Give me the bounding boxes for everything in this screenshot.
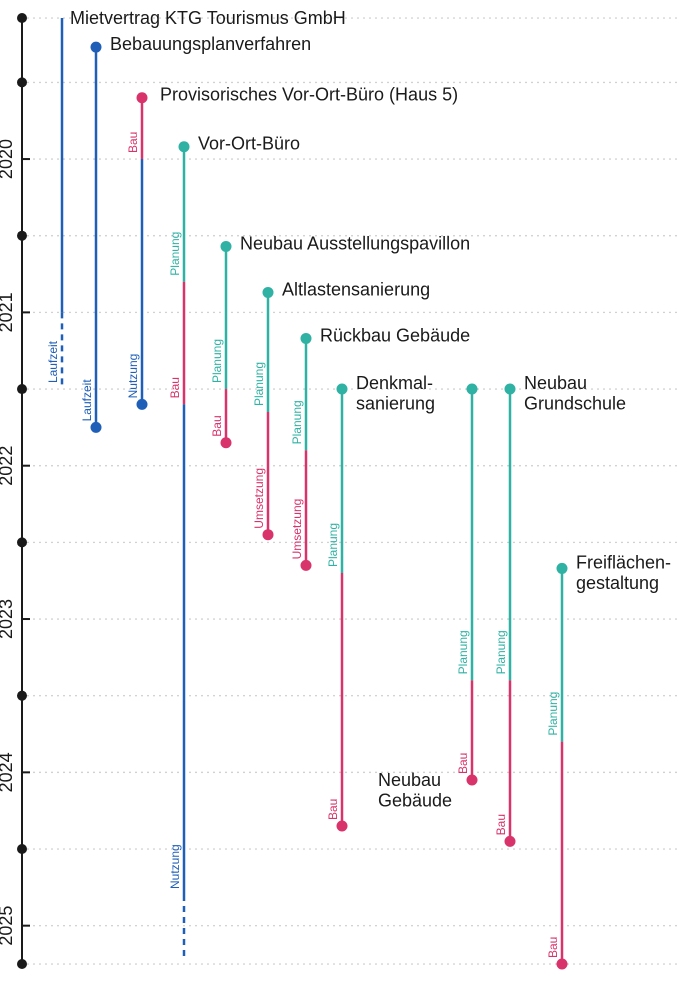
track-neubau-gebaeude-dot: [467, 384, 478, 395]
track-rueckbau-dot: [301, 333, 312, 344]
track-neubau-grundschule-phase-label: Planung: [494, 630, 508, 674]
timeline-chart: 2020 2021 2022 2023 2024 2025 Laufzeit Mietvert…: [0, 0, 681, 982]
track-vor-ort-buero-phase-label: Bau: [168, 377, 182, 398]
track-neubau-gebaeude-phase-label: Planung: [456, 630, 470, 674]
track-altlastensanierung-title: Altlastensanierung: [282, 279, 430, 299]
track-bebauungsplan-dot: [91, 422, 102, 433]
track-mietvertrag-phase-label: Laufzeit: [46, 340, 60, 383]
axis-year-dot: [17, 231, 27, 241]
track-rueckbau-dot: [301, 560, 312, 571]
axis-year-label: 2024: [0, 752, 16, 792]
track-ausstellungspavillon-phase-label: Planung: [210, 339, 224, 383]
track-freiflaechen-dot: [557, 563, 568, 574]
track-denkmalsanierung-phase-label: Bau: [326, 799, 340, 820]
axis-year-label: 2025: [0, 906, 16, 946]
track-neubau-grundschule-title: NeubauGrundschule: [524, 373, 626, 414]
axis-year-label: 2020: [0, 139, 16, 179]
track-altlastensanierung-dot: [263, 529, 274, 540]
track-provisorisch-phase-label: Nutzung: [126, 354, 140, 399]
track-neubau-grundschule-phase-label: Bau: [494, 814, 508, 835]
track-vor-ort-buero-phase-label: Nutzung: [168, 844, 182, 889]
track-freiflaechen-dot: [557, 959, 568, 970]
track-freiflaechen-phase-label: Planung: [546, 692, 560, 736]
track-ausstellungspavillon-dot: [221, 437, 232, 448]
track-bebauungsplan-dot: [91, 42, 102, 53]
track-freiflaechen-title: Freiflächen-gestaltung: [576, 552, 671, 593]
track-altlastensanierung-dot: [263, 287, 274, 298]
track-ausstellungspavillon-dot: [221, 241, 232, 252]
track-neubau-grundschule-dot: [505, 384, 516, 395]
track-neubau-gebaeude-dot: [467, 775, 478, 786]
track-vor-ort-buero-phase-label: Planung: [168, 232, 182, 276]
track-ausstellungspavillon-title: Neubau Ausstellungspavillon: [240, 233, 470, 253]
track-provisorisch-dot: [137, 92, 148, 103]
axis-year-label: 2023: [0, 599, 16, 639]
axis-cap-dot: [17, 13, 27, 23]
track-denkmalsanierung-phase-label: Planung: [326, 523, 340, 567]
track-rueckbau-title: Rückbau Gebäude: [320, 325, 470, 345]
track-provisorisch-dot: [137, 399, 148, 410]
track-vor-ort-buero-dot: [179, 141, 190, 152]
track-vor-ort-buero-title: Vor-Ort-Büro: [198, 134, 300, 154]
track-provisorisch-title: Provisorisches Vor-Ort-Büro (Haus 5): [160, 85, 458, 105]
track-neubau-grundschule-dot: [505, 836, 516, 847]
axis-year-dot: [17, 384, 27, 394]
axis-year-dot: [17, 691, 27, 701]
track-altlastensanierung-phase-label: Planung: [252, 362, 266, 406]
axis-year-label: 2022: [0, 446, 16, 486]
track-neubau-gebaeude-phase-label: Bau: [456, 753, 470, 774]
track-bebauungsplan-title: Bebauungsplanverfahren: [110, 34, 311, 54]
track-provisorisch-phase-label: Bau: [126, 132, 140, 153]
track-ausstellungspavillon-phase-label: Bau: [210, 415, 224, 436]
track-denkmalsanierung-dot: [337, 821, 348, 832]
track-rueckbau-phase-label: Planung: [290, 400, 304, 444]
track-denkmalsanierung-dot: [337, 384, 348, 395]
axis-year-dot: [17, 844, 27, 854]
track-freiflaechen-phase-label: Bau: [546, 937, 560, 958]
track-mietvertrag-title: Mietvertrag KTG Tourismus GmbH: [70, 8, 346, 28]
track-bebauungsplan-phase-label: Laufzeit: [80, 379, 94, 422]
axis-year-dot: [17, 77, 27, 87]
axis-year-label: 2021: [0, 292, 16, 332]
axis-cap-dot: [17, 959, 27, 969]
track-rueckbau-phase-label: Umsetzung: [290, 499, 304, 560]
track-altlastensanierung-phase-label: Umsetzung: [252, 468, 266, 529]
axis-year-dot: [17, 537, 27, 547]
track-neubau-gebaeude-title: NeubauGebäude: [378, 770, 452, 811]
track-denkmalsanierung-title: Denkmal-sanierung: [356, 373, 435, 414]
